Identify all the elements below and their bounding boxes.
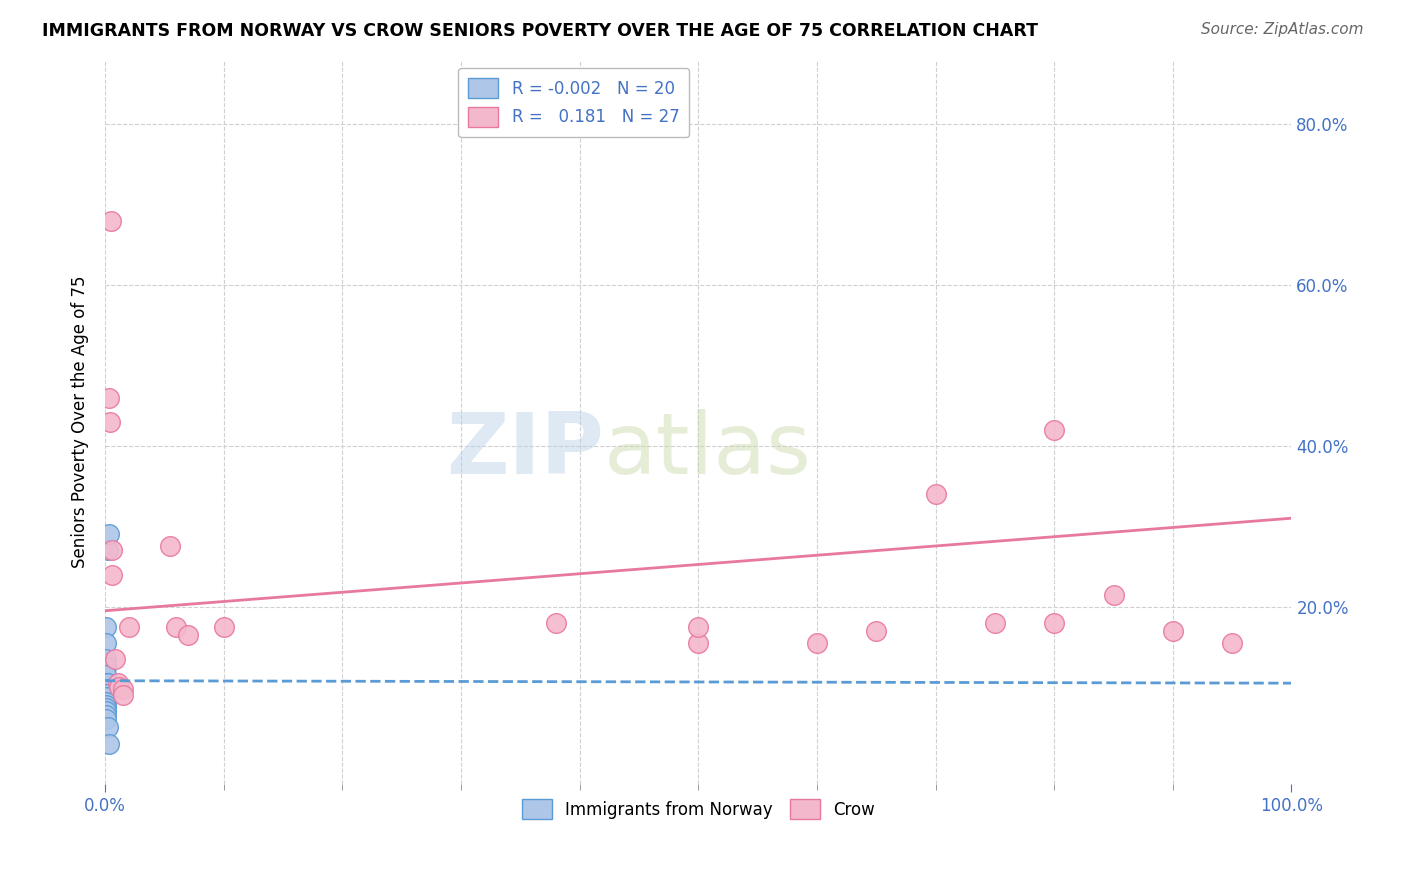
Text: IMMIGRANTS FROM NORWAY VS CROW SENIORS POVERTY OVER THE AGE OF 75 CORRELATION CH: IMMIGRANTS FROM NORWAY VS CROW SENIORS P… — [42, 22, 1038, 40]
Point — [97, 527, 120, 541]
Point — [96, 687, 118, 701]
Point — [97, 391, 120, 405]
Point — [1220, 636, 1243, 650]
Point — [101, 543, 124, 558]
Point — [97, 720, 120, 734]
Point — [111, 681, 134, 696]
Point — [96, 676, 118, 690]
Point — [118, 620, 141, 634]
Point — [97, 543, 120, 558]
Point — [97, 676, 120, 690]
Point — [96, 698, 118, 712]
Point — [96, 681, 118, 696]
Point — [924, 487, 946, 501]
Point — [688, 636, 710, 650]
Point — [159, 540, 181, 554]
Text: Source: ZipAtlas.com: Source: ZipAtlas.com — [1201, 22, 1364, 37]
Point — [111, 688, 134, 702]
Text: atlas: atlas — [603, 409, 811, 492]
Text: ZIP: ZIP — [446, 409, 603, 492]
Point — [96, 620, 118, 634]
Point — [107, 676, 129, 690]
Legend: Immigrants from Norway, Crow: Immigrants from Norway, Crow — [516, 792, 882, 826]
Point — [1043, 423, 1066, 437]
Point — [212, 620, 235, 634]
Point — [1043, 615, 1066, 630]
Point — [101, 567, 124, 582]
Point — [96, 652, 118, 666]
Point — [165, 620, 187, 634]
Point — [1161, 624, 1184, 638]
Point — [96, 695, 118, 709]
Point — [96, 708, 118, 723]
Point — [98, 415, 121, 429]
Point — [96, 712, 118, 726]
Y-axis label: Seniors Poverty Over the Age of 75: Seniors Poverty Over the Age of 75 — [72, 276, 89, 568]
Point — [688, 620, 710, 634]
Point — [100, 213, 122, 227]
Point — [96, 636, 118, 650]
Point — [97, 737, 120, 751]
Point — [1102, 588, 1125, 602]
Point — [984, 615, 1007, 630]
Point — [806, 636, 828, 650]
Point — [96, 704, 118, 718]
Point — [108, 680, 131, 694]
Point — [96, 690, 118, 704]
Point — [104, 652, 127, 666]
Point — [96, 660, 118, 674]
Point — [96, 701, 118, 715]
Point — [96, 668, 118, 682]
Point — [177, 628, 200, 642]
Point — [865, 624, 887, 638]
Point — [544, 615, 567, 630]
